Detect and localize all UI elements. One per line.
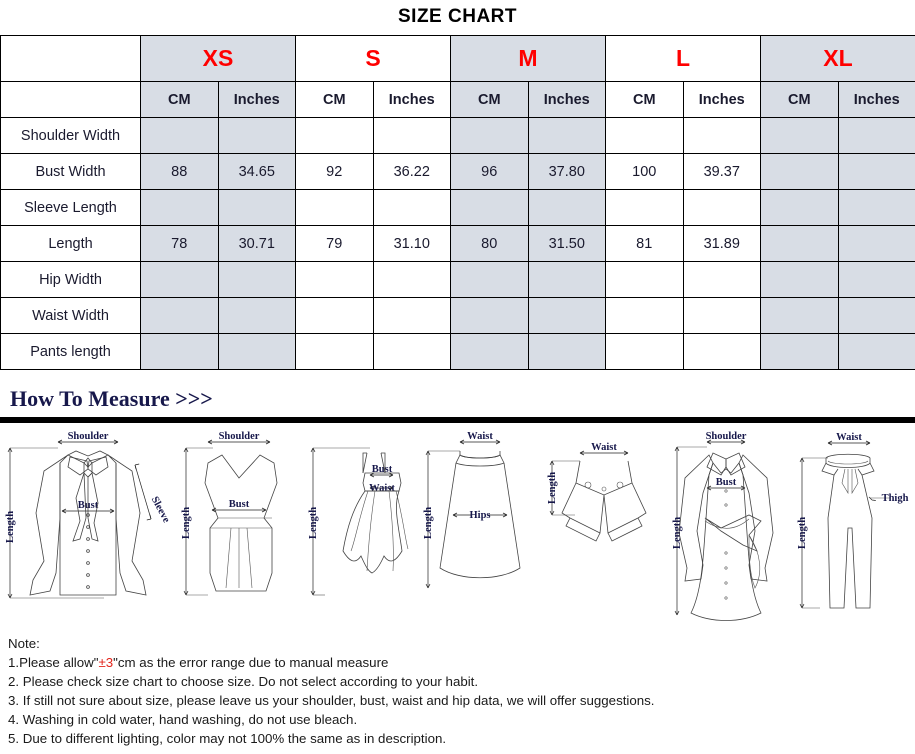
svg-text:Waist: Waist bbox=[369, 483, 395, 494]
svg-text:Bust: Bust bbox=[229, 499, 250, 510]
svg-text:Waist: Waist bbox=[836, 432, 862, 443]
svg-text:Length: Length bbox=[181, 507, 192, 539]
svg-text:Waist: Waist bbox=[591, 442, 617, 453]
svg-text:Length: Length bbox=[5, 511, 16, 543]
svg-text:Shoulder: Shoulder bbox=[219, 431, 260, 442]
svg-text:Length: Length bbox=[308, 507, 319, 539]
svg-text:Hips: Hips bbox=[469, 510, 490, 521]
svg-text:Length: Length bbox=[797, 517, 808, 549]
svg-text:Sleeve: Sleeve bbox=[149, 495, 172, 525]
svg-text:Shoulder: Shoulder bbox=[68, 431, 109, 442]
svg-text:Waist: Waist bbox=[467, 431, 493, 442]
svg-text:Length: Length bbox=[423, 507, 434, 539]
svg-text:Shoulder: Shoulder bbox=[706, 431, 747, 442]
svg-text:Bust: Bust bbox=[716, 477, 737, 488]
svg-text:Length: Length bbox=[547, 472, 558, 504]
svg-text:Thigh: Thigh bbox=[882, 493, 909, 504]
